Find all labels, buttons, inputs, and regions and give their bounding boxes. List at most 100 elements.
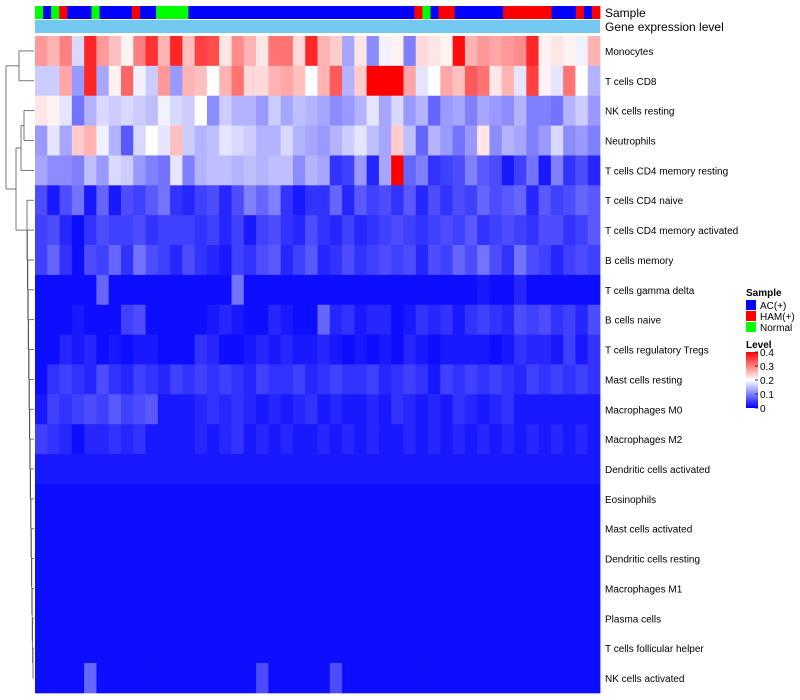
heatmap-cell	[477, 483, 490, 515]
heatmap-cell	[329, 36, 343, 67]
heatmap-cell	[378, 543, 392, 574]
heatmap-cell	[366, 245, 380, 276]
heatmap-cell	[477, 573, 490, 604]
heatmap-cell	[157, 424, 171, 455]
sample-track-cell	[139, 6, 149, 19]
heatmap-cell	[464, 95, 478, 126]
heatmap-cell	[47, 633, 60, 664]
heatmap-cell	[354, 603, 368, 634]
heatmap-cell	[84, 245, 97, 276]
heatmap-cell	[145, 573, 159, 604]
heatmap-cell	[219, 633, 232, 664]
heatmap-cell	[477, 394, 490, 425]
heatmap-cell	[170, 304, 183, 335]
row-label: T cells follicular helper	[605, 644, 704, 655]
heatmap-cell	[317, 513, 331, 545]
sample-track-cell	[527, 6, 536, 19]
heatmap-cell	[170, 513, 183, 545]
heatmap-cell	[268, 65, 282, 97]
heatmap-cell	[391, 394, 404, 425]
heatmap-cell	[366, 394, 380, 425]
sample-track-cell	[244, 6, 254, 19]
heatmap-cell	[206, 95, 220, 126]
heatmap-cell	[96, 95, 110, 126]
heatmap-cell	[133, 394, 146, 425]
sample-track-cell	[559, 6, 569, 19]
heatmap-cell	[440, 454, 454, 485]
heatmap-cell	[317, 185, 331, 216]
heatmap-cell	[305, 483, 318, 515]
heatmap-cell	[243, 155, 257, 186]
heatmap-cell	[575, 155, 589, 186]
heatmap-cell	[170, 483, 183, 515]
heatmap-cell	[47, 215, 60, 246]
heatmap-cell	[317, 454, 331, 485]
heatmap-cell	[354, 424, 368, 455]
heatmap-cell	[538, 95, 552, 126]
heatmap-cell	[378, 603, 392, 634]
heatmap-cell	[440, 573, 454, 604]
heatmap-cell	[452, 36, 466, 67]
level-tick-label: 0.2	[760, 376, 774, 387]
heatmap-cell	[378, 334, 392, 365]
heatmap-cell	[403, 364, 417, 395]
heatmap-cell	[317, 304, 331, 335]
heatmap-cell	[292, 36, 306, 67]
heatmap-cell	[292, 573, 306, 604]
heatmap-cell	[120, 304, 134, 335]
heatmap-cell	[440, 603, 454, 634]
row-label: Dendritic cells resting	[605, 555, 700, 566]
heatmap-cell	[108, 364, 122, 395]
heatmap-cell	[145, 155, 159, 186]
sample-track-cell	[43, 6, 52, 19]
heatmap-cell	[96, 36, 110, 67]
heatmap-cell	[501, 663, 515, 694]
sample-track-cell	[583, 6, 593, 19]
heatmap-cell	[268, 95, 282, 126]
heatmap-cell	[170, 364, 183, 395]
heatmap-cell	[256, 215, 269, 246]
heatmap-cell	[194, 454, 208, 485]
heatmap-cell	[354, 185, 368, 216]
heatmap-cell	[47, 274, 60, 306]
heatmap-cell	[268, 125, 282, 156]
heatmap-cell	[477, 454, 490, 485]
heatmap-cell	[71, 245, 85, 276]
heatmap-cell	[538, 663, 552, 694]
heatmap-cell	[194, 633, 208, 664]
heatmap-cell	[514, 424, 527, 455]
heatmap-cell	[563, 454, 576, 485]
heatmap-cell	[71, 573, 85, 604]
heatmap-cell	[366, 633, 380, 664]
heatmap-cell	[415, 245, 429, 276]
row-label: Dendritic cells activated	[605, 465, 710, 476]
heatmap-cell	[47, 603, 60, 634]
heatmap-cell	[35, 364, 48, 395]
legend-sample-items: AC(+)HAM(+)Normal	[746, 300, 795, 334]
sample-track-cell	[156, 6, 165, 19]
heatmap-cell	[292, 633, 306, 664]
heatmap-cell	[440, 513, 454, 545]
heatmap-cell	[182, 663, 196, 694]
heatmap-cell	[317, 573, 331, 604]
heatmap-cell	[428, 65, 441, 97]
heatmap-cell	[96, 543, 110, 574]
sample-track-cell	[454, 6, 464, 19]
heatmap-cell	[526, 364, 539, 395]
heatmap-cell	[403, 155, 417, 186]
heatmap-cell	[464, 185, 478, 216]
sample-track-cell	[535, 6, 544, 19]
sample-track-cell	[83, 6, 92, 19]
heatmap-cell	[329, 573, 343, 604]
heatmap-cell	[256, 185, 269, 216]
heatmap-cell	[464, 424, 478, 455]
heatmap-cell	[170, 245, 183, 276]
legend-sample-label: AC(+)	[760, 301, 786, 312]
heatmap-cell	[120, 424, 134, 455]
heatmap-cell	[514, 36, 527, 67]
heatmap-cell	[108, 155, 122, 186]
heatmap-cell	[378, 573, 392, 604]
heatmap-cell	[268, 274, 282, 306]
heatmap-cell	[501, 304, 515, 335]
